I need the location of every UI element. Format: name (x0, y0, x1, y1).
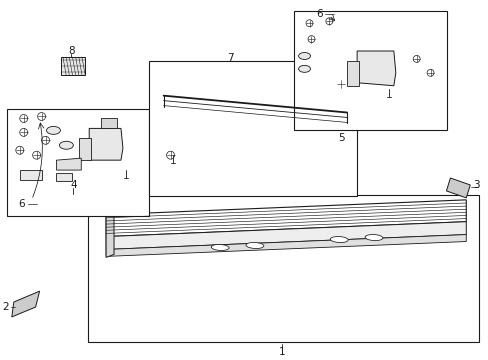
Text: 7: 7 (226, 53, 233, 63)
Text: 6: 6 (19, 199, 25, 209)
Ellipse shape (16, 146, 24, 154)
Polygon shape (106, 222, 466, 249)
Bar (7, 109, 148, 216)
Text: 5: 5 (337, 133, 344, 143)
Polygon shape (61, 57, 85, 75)
Bar (20, 170, 41, 180)
Polygon shape (446, 178, 469, 198)
Ellipse shape (20, 129, 28, 136)
Ellipse shape (426, 69, 433, 76)
Ellipse shape (337, 80, 345, 88)
Text: 8: 8 (68, 46, 75, 56)
Ellipse shape (325, 18, 332, 25)
Ellipse shape (46, 126, 61, 134)
Ellipse shape (305, 20, 312, 27)
Ellipse shape (412, 55, 419, 62)
Ellipse shape (38, 113, 45, 121)
Ellipse shape (298, 53, 310, 59)
Text: 4: 4 (70, 180, 77, 190)
Ellipse shape (60, 141, 73, 149)
Bar (88, 195, 478, 342)
Polygon shape (106, 235, 466, 256)
Polygon shape (89, 129, 122, 160)
Bar (56, 173, 72, 181)
Polygon shape (101, 118, 117, 129)
Polygon shape (356, 51, 395, 86)
Ellipse shape (20, 114, 28, 122)
Ellipse shape (365, 235, 382, 240)
Bar (148, 61, 356, 196)
Bar (293, 11, 447, 130)
Polygon shape (346, 61, 358, 86)
Polygon shape (106, 200, 466, 237)
Ellipse shape (211, 244, 229, 251)
Text: 3: 3 (472, 180, 479, 190)
Polygon shape (12, 291, 40, 317)
Text: 6: 6 (315, 9, 322, 19)
Polygon shape (56, 158, 81, 170)
Polygon shape (79, 138, 91, 160)
Ellipse shape (298, 66, 310, 72)
Text: 2: 2 (2, 302, 9, 312)
Ellipse shape (33, 151, 41, 159)
Ellipse shape (166, 151, 174, 159)
Ellipse shape (307, 36, 314, 42)
Ellipse shape (41, 136, 49, 144)
Polygon shape (106, 212, 114, 257)
Ellipse shape (245, 243, 264, 248)
Ellipse shape (330, 237, 347, 243)
Text: 1: 1 (278, 347, 285, 357)
